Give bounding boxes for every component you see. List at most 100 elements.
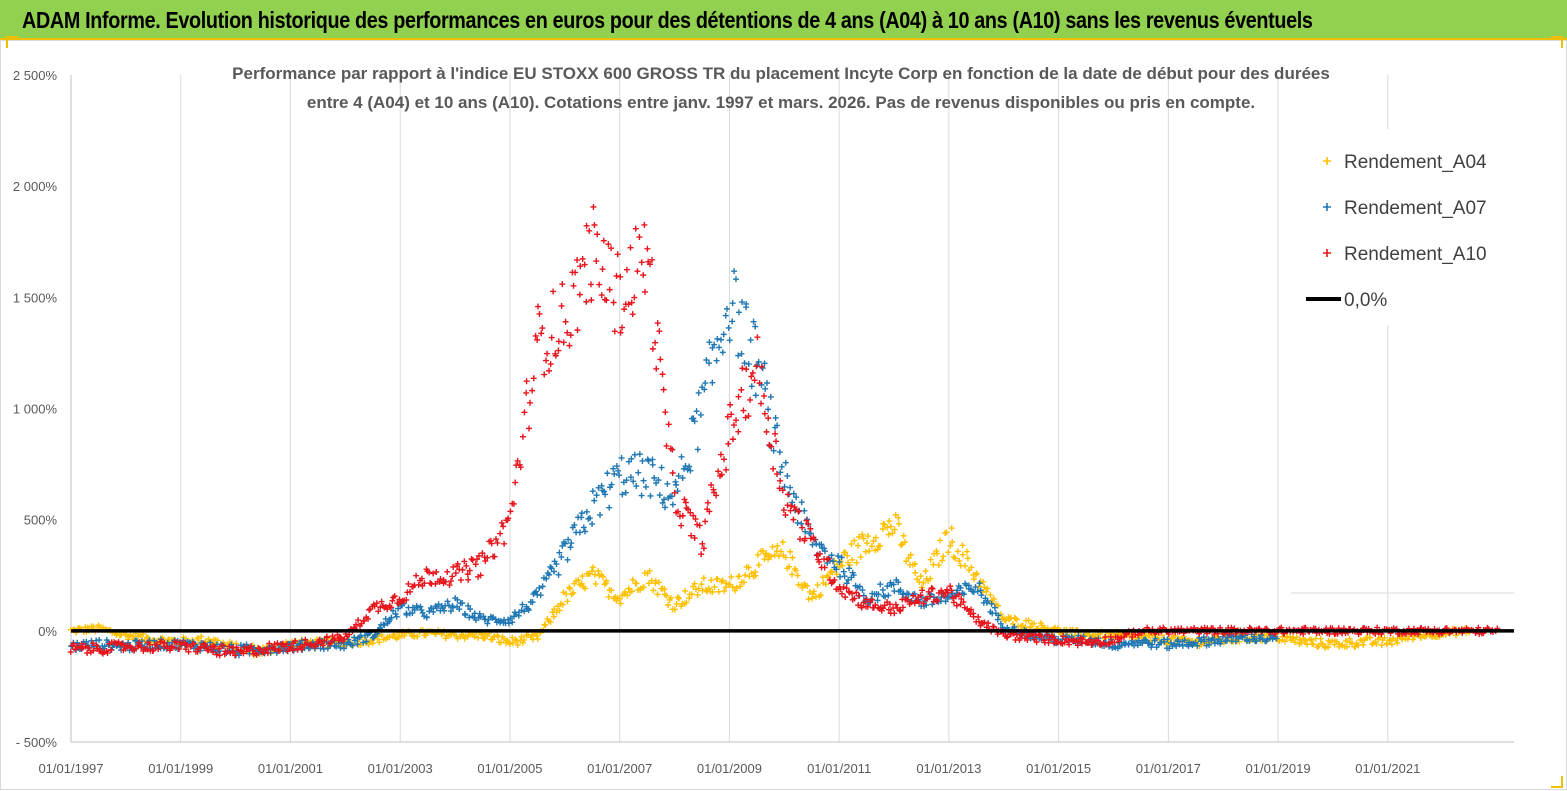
data-point — [995, 612, 1002, 619]
data-point — [798, 520, 805, 527]
data-point — [563, 590, 570, 597]
data-point — [804, 516, 811, 523]
data-point — [459, 600, 466, 607]
data-point — [1095, 637, 1101, 644]
data-point — [628, 299, 635, 306]
data-point — [941, 593, 948, 600]
legend-label: Rendement_A10 — [1344, 244, 1487, 265]
data-point — [887, 523, 894, 530]
x-tick-label: 01/01/2017 — [1136, 761, 1201, 776]
data-point — [337, 634, 344, 641]
data-point — [1074, 642, 1081, 649]
data-point — [319, 642, 326, 649]
data-point — [794, 519, 801, 526]
data-point — [461, 558, 468, 565]
data-point — [789, 554, 796, 561]
data-point — [83, 638, 90, 645]
data-point — [735, 393, 742, 400]
data-point — [529, 387, 536, 394]
data-point — [719, 577, 726, 584]
data-point — [414, 633, 421, 640]
data-point — [772, 414, 779, 421]
data-point — [650, 587, 657, 594]
data-point — [1167, 639, 1174, 646]
data-point — [509, 639, 516, 646]
data-point — [548, 565, 555, 572]
data-point — [456, 606, 463, 613]
data-point — [863, 596, 870, 603]
data-point — [138, 644, 145, 651]
data-point — [1166, 645, 1173, 652]
data-point — [617, 600, 624, 607]
data-point — [804, 582, 811, 589]
data-point — [381, 622, 388, 629]
data-point — [521, 409, 528, 416]
data-point — [104, 649, 111, 656]
data-point — [638, 259, 645, 266]
data-point — [765, 406, 772, 413]
data-point — [751, 377, 758, 384]
data-point — [1200, 634, 1207, 641]
data-point — [500, 523, 507, 530]
data-point — [649, 256, 656, 263]
data-point — [564, 556, 571, 563]
data-point — [739, 299, 746, 306]
data-point — [856, 592, 863, 599]
data-point — [748, 383, 755, 390]
data-point — [781, 483, 788, 490]
data-point — [708, 481, 715, 488]
data-point — [559, 281, 566, 288]
data-point — [799, 584, 806, 591]
data-point — [754, 334, 761, 341]
data-point — [336, 633, 343, 640]
data-point — [593, 492, 600, 499]
data-point — [948, 525, 955, 532]
data-point — [978, 592, 985, 599]
data-point — [555, 571, 562, 578]
data-point — [955, 591, 962, 598]
data-point — [691, 580, 698, 587]
data-point — [790, 516, 797, 523]
data-point — [821, 548, 828, 555]
data-point — [1409, 636, 1416, 643]
data-point — [651, 474, 658, 481]
data-point — [840, 584, 847, 591]
data-point — [415, 581, 422, 588]
series-rendement-a10 — [67, 203, 1501, 659]
data-point — [591, 497, 598, 504]
data-point — [610, 465, 617, 472]
data-point — [401, 632, 408, 639]
data-point — [700, 545, 707, 552]
data-point — [641, 221, 648, 228]
data-point — [713, 492, 720, 499]
data-point — [505, 515, 512, 522]
data-point — [994, 616, 1001, 623]
data-point — [743, 300, 750, 307]
data-point — [755, 561, 762, 568]
data-point — [583, 508, 590, 515]
data-point — [1211, 636, 1218, 643]
data-point — [190, 640, 197, 647]
data-point — [1129, 633, 1136, 640]
data-point — [1308, 637, 1315, 644]
data-point — [726, 337, 733, 344]
data-point — [1287, 633, 1294, 640]
data-point — [562, 318, 569, 325]
data-point — [724, 413, 731, 420]
data-point — [1304, 641, 1311, 648]
selection-corner — [6, 36, 18, 48]
data-point — [928, 585, 935, 592]
data-point — [409, 610, 416, 617]
data-point — [417, 603, 424, 610]
data-point — [613, 272, 620, 279]
data-point — [283, 641, 290, 648]
data-point — [787, 507, 794, 514]
data-point — [530, 375, 537, 382]
data-point — [419, 609, 426, 616]
data-point — [937, 537, 944, 544]
data-point — [568, 540, 575, 547]
data-point — [526, 425, 533, 432]
data-point — [684, 466, 691, 473]
data-point — [564, 329, 571, 336]
data-point — [763, 550, 770, 557]
